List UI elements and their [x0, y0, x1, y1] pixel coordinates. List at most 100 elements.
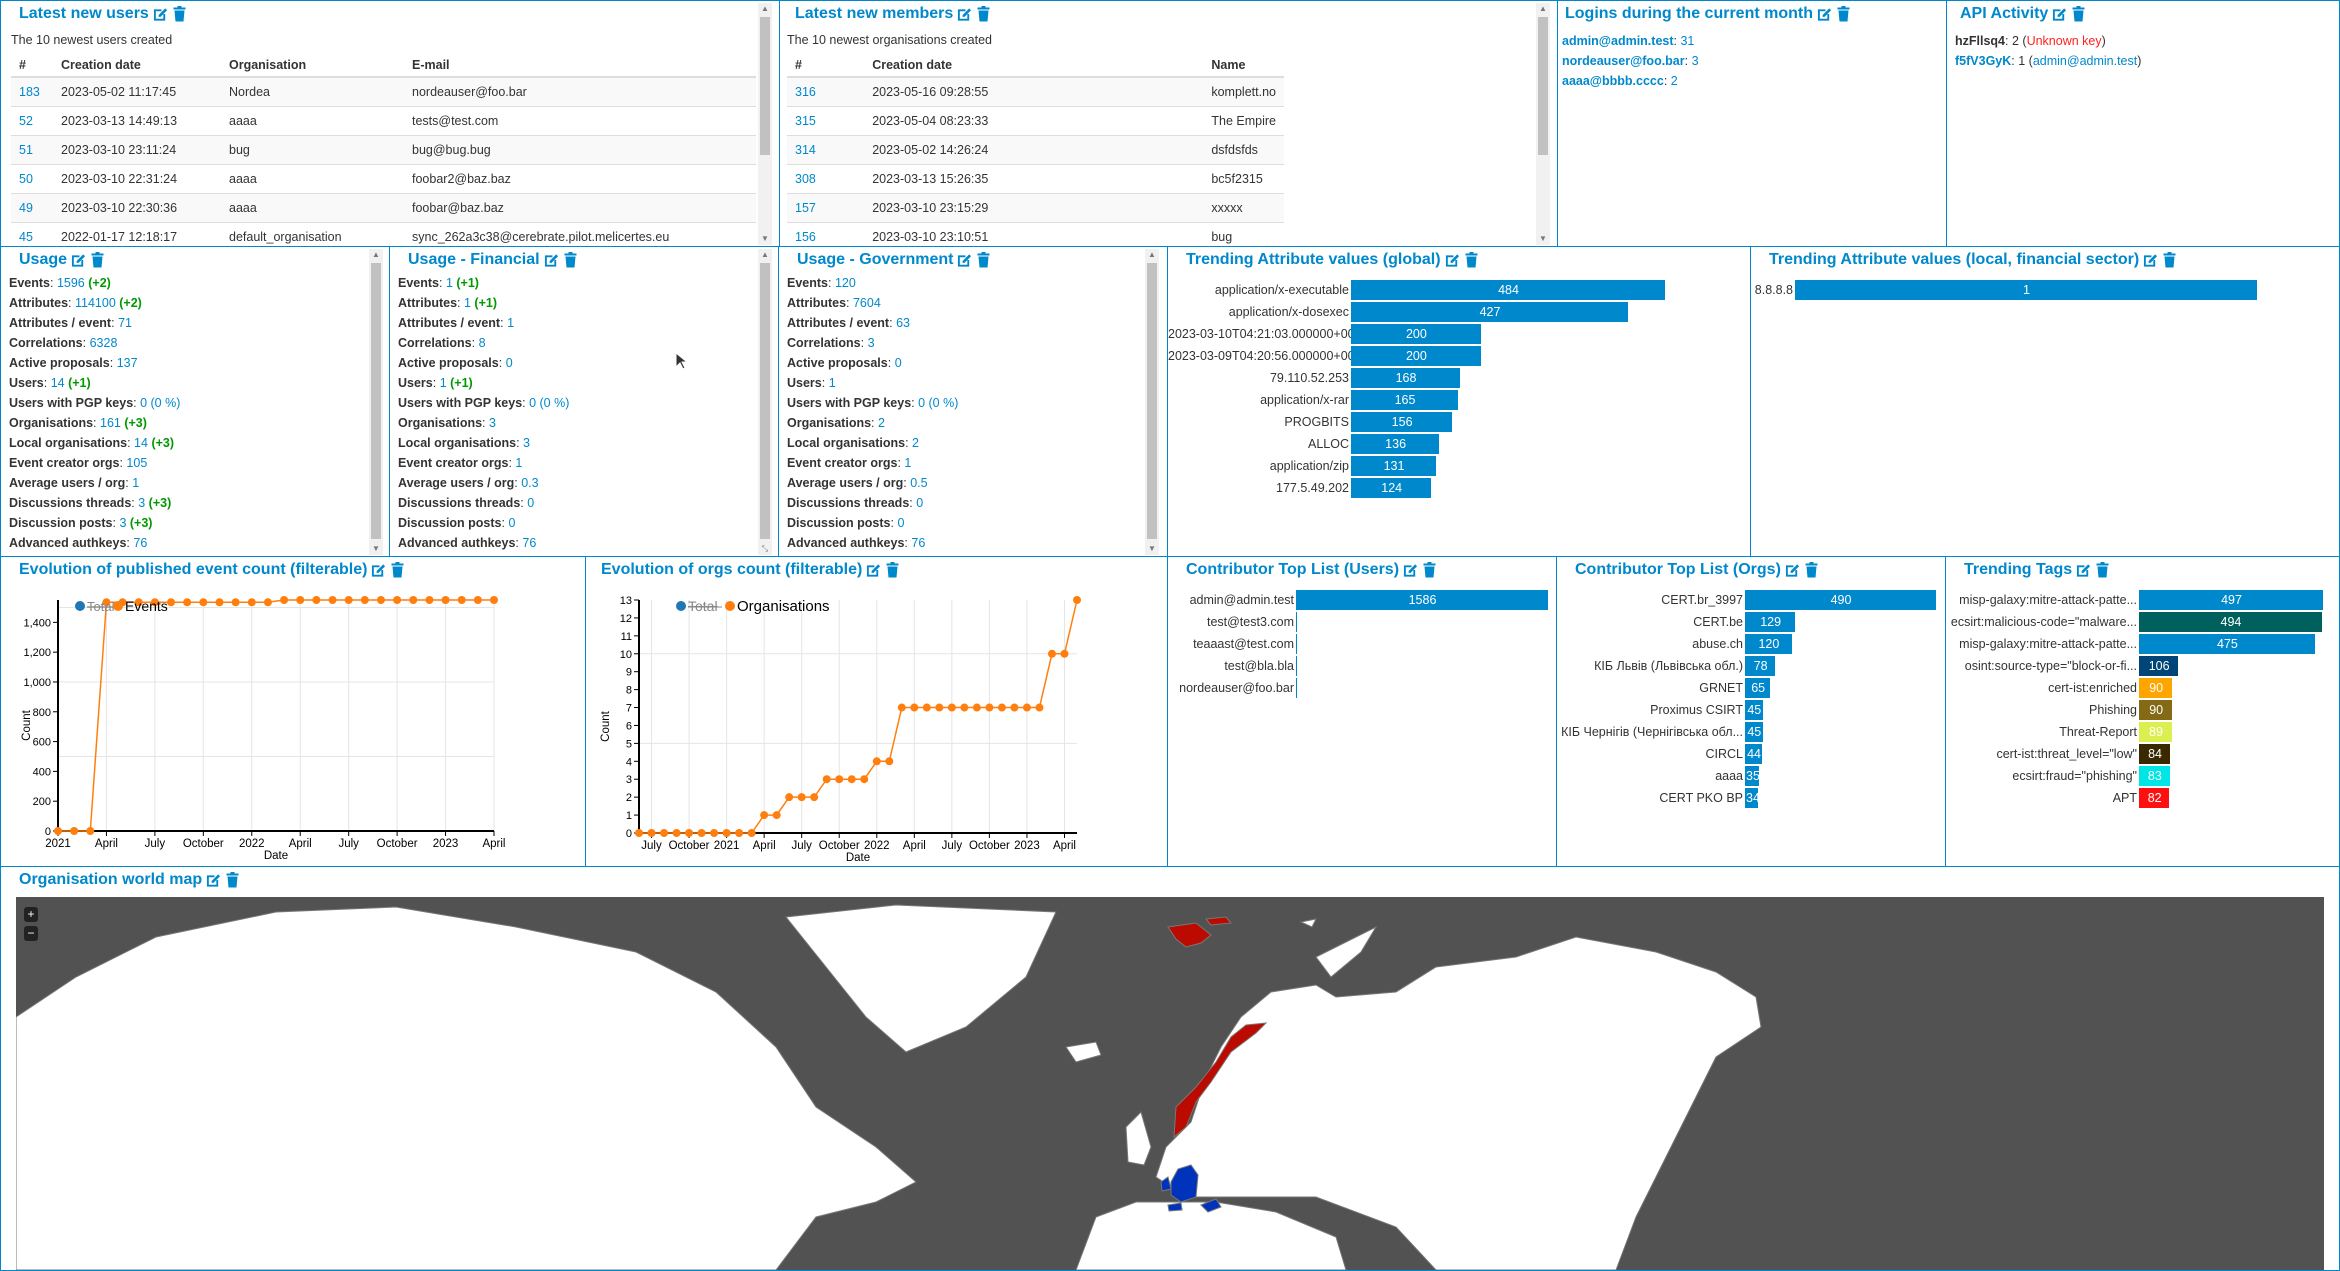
bar-row[interactable]: misp-galaxy:mitre-attack-patte... 497 — [1946, 589, 2339, 611]
row-id-link[interactable]: 52 — [11, 106, 53, 136]
table-row[interactable]: 51 2023-03-10 23:11:24 bug bug@bug.bug — [11, 135, 756, 165]
scrollbar[interactable]: ▲ ⤡ — [758, 249, 772, 555]
bar-row[interactable]: teaaast@test.com — [1168, 633, 1557, 655]
edit-icon[interactable] — [957, 6, 972, 22]
bar-row[interactable]: 177.5.49.202 124 — [1168, 477, 1751, 499]
edit-icon[interactable] — [1817, 6, 1832, 22]
bar[interactable]: 89 — [2139, 722, 2172, 742]
bar[interactable]: 124 — [1351, 478, 1432, 498]
bar-row[interactable]: ALLOC 136 — [1168, 433, 1751, 455]
bar-row[interactable]: test@bla.bla — [1168, 655, 1557, 677]
bar[interactable]: 1586 — [1296, 590, 1548, 610]
trash-icon[interactable] — [976, 6, 991, 22]
bar-row[interactable]: test@test3.com — [1168, 611, 1557, 633]
bar[interactable]: 475 — [2139, 634, 2315, 654]
bar-row[interactable]: cert-ist:enriched 90 — [1946, 677, 2339, 699]
bar-row[interactable]: aaaa 35 — [1557, 765, 1946, 787]
bar-row[interactable]: PROGBITS 156 — [1168, 411, 1751, 433]
table-row[interactable]: 45 2022-01-17 12:18:17 default_organisatio… — [11, 222, 756, 247]
trash-icon[interactable] — [1464, 252, 1479, 268]
bar[interactable]: 156 — [1351, 412, 1453, 432]
trash-icon[interactable] — [225, 872, 240, 888]
bar-row[interactable]: 2023-03-10T04:21:03.000000+000...200 — [1168, 323, 1751, 345]
bar-row[interactable]: CERT.br_3997 490 — [1557, 589, 1946, 611]
table-row[interactable]: 314 2023-05-02 14:26:24 dsfdsfds — [787, 135, 1284, 165]
bar[interactable] — [1296, 656, 1297, 676]
table-row[interactable]: 157 2023-03-10 23:15:29 xxxxx — [787, 193, 1284, 223]
table-row[interactable]: 316 2023-05-16 09:28:55 komplett.no — [787, 77, 1284, 107]
zoom-in-button[interactable]: + — [24, 907, 38, 922]
edit-icon[interactable] — [2076, 562, 2091, 578]
trash-icon[interactable] — [172, 6, 187, 22]
bar[interactable]: 120 — [1745, 634, 1792, 654]
trash-icon[interactable] — [563, 252, 578, 268]
edit-icon[interactable] — [957, 252, 972, 268]
edit-icon[interactable] — [206, 872, 221, 888]
bar[interactable]: 494 — [2139, 612, 2322, 632]
bar[interactable]: 165 — [1351, 390, 1459, 410]
trash-icon[interactable] — [90, 252, 105, 268]
table-row[interactable]: 52 2023-03-13 14:49:13 aaaa tests@test.com — [11, 106, 756, 136]
bar-row[interactable]: КІБ Чернігів (Чернігівська обл... 45 — [1557, 721, 1946, 743]
bar-row[interactable]: CERT PKO BP 34 — [1557, 787, 1946, 809]
world-map[interactable]: + − — [15, 897, 2324, 1270]
trash-icon[interactable] — [2071, 6, 2086, 22]
bar[interactable]: 78 — [1745, 656, 1776, 676]
bar-row[interactable]: ecsirt:malicious-code="malware... 494 — [1946, 611, 2339, 633]
bar-row[interactable]: abuse.ch 120 — [1557, 633, 1946, 655]
bar[interactable]: 484 — [1351, 280, 1665, 300]
bar[interactable]: 34 — [1745, 788, 1760, 808]
bar-row[interactable]: Threat-Report 89 — [1946, 721, 2339, 743]
bar[interactable]: 427 — [1351, 302, 1629, 322]
bar[interactable] — [1296, 612, 1297, 632]
bar-row[interactable]: application/x-executable 484 — [1168, 279, 1751, 301]
row-id-link[interactable]: 156 — [787, 222, 865, 247]
trash-icon[interactable] — [1836, 6, 1851, 22]
bar-row[interactable]: admin@admin.test 1586 — [1168, 589, 1557, 611]
bar[interactable]: 90 — [2139, 700, 2173, 720]
trash-icon[interactable] — [976, 252, 991, 268]
row-id-link[interactable]: 183 — [11, 77, 53, 107]
bar[interactable]: 84 — [2139, 744, 2171, 764]
table-row[interactable]: 50 2023-03-10 22:31:24 aaaa foobar2@baz.baz — [11, 164, 756, 194]
row-id-link[interactable]: 314 — [787, 135, 865, 165]
bar-row[interactable]: GRNET 65 — [1557, 677, 1946, 699]
edit-icon[interactable] — [1445, 252, 1460, 268]
bar[interactable]: 490 — [1745, 590, 1936, 610]
row-id-link[interactable]: 50 — [11, 164, 53, 194]
table-row[interactable]: 315 2023-05-04 08:23:33 The Empire — [787, 106, 1284, 136]
row-id-link[interactable]: 157 — [787, 193, 865, 223]
bar[interactable]: 44 — [1745, 744, 1763, 764]
scrollbar[interactable]: ▲ ▼ — [1536, 3, 1550, 245]
scrollbar[interactable]: ▲ ▼ — [1145, 249, 1159, 555]
bar[interactable] — [1296, 634, 1297, 654]
edit-icon[interactable] — [544, 252, 559, 268]
zoom-out-button[interactable]: − — [24, 926, 38, 941]
row-id-link[interactable]: 315 — [787, 106, 865, 136]
edit-icon[interactable] — [1403, 562, 1418, 578]
bar[interactable]: 45 — [1745, 700, 1763, 720]
bar-row[interactable]: 8.8.8.8 1 — [1751, 279, 2339, 301]
bar-row[interactable]: CIRCL 44 — [1557, 743, 1946, 765]
trash-icon[interactable] — [1422, 562, 1437, 578]
row-id-link[interactable]: 51 — [11, 135, 53, 165]
bar-row[interactable]: ecsirt:fraud="phishing" 83 — [1946, 765, 2339, 787]
bar-row[interactable]: Proximus CSIRT 45 — [1557, 699, 1946, 721]
bar-row[interactable]: КІБ Львів (Львівська обл.) 78 — [1557, 655, 1946, 677]
bar[interactable] — [1296, 678, 1297, 698]
bar[interactable]: 168 — [1351, 368, 1460, 388]
bar-row[interactable]: osint:source-type="block-or-fi... 106 — [1946, 655, 2339, 677]
login-user-link[interactable]: aaaa@bbbb.cccc — [1562, 74, 1664, 88]
bar[interactable]: 136 — [1351, 434, 1440, 454]
edit-icon[interactable] — [1785, 562, 1800, 578]
table-row[interactable]: 183 2023-05-02 11:17:45 Nordea nordeauser@f… — [11, 77, 756, 107]
bar-row[interactable]: CERT.be 129 — [1557, 611, 1946, 633]
bar[interactable]: 106 — [2139, 656, 2179, 676]
table-row[interactable]: 308 2023-03-13 15:26:35 bc5f2315 — [787, 164, 1284, 194]
bar[interactable]: 65 — [1745, 678, 1771, 698]
bar-row[interactable]: application/zip 131 — [1168, 455, 1751, 477]
login-user-link[interactable]: nordeauser@foo.bar — [1562, 54, 1685, 68]
bar[interactable]: 35 — [1745, 766, 1760, 786]
bar-row[interactable]: cert-ist:threat_level="low" 84 — [1946, 743, 2339, 765]
bar[interactable]: 82 — [2139, 788, 2170, 808]
